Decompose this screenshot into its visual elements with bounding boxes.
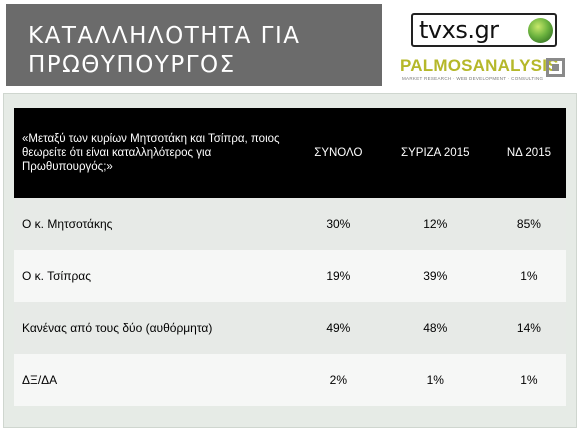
table-row: Ο κ. Τσίπρας 19% 39% 1% (14, 250, 566, 302)
cell-syriza-2015: 1% (378, 354, 492, 406)
cell-total: 30% (298, 198, 379, 250)
cell-total: 19% (298, 250, 379, 302)
slide-header: ΚΑΤΑΛΛΗΛΟΤΗΤΑ ΓΙΑ ΠΡΩΘΥΠΟΥΡΓΟΣ tvxs.gr P… (0, 0, 580, 88)
cell-syriza-2015: 48% (378, 302, 492, 354)
column-header-total: ΣΥΝΟΛΟ (298, 108, 379, 198)
cell-total: 49% (298, 302, 379, 354)
question-header: «Μεταξύ των κυρίων Μητσοτάκη και Τσίπρα,… (14, 108, 298, 198)
cell-nd-2015: 1% (491, 354, 566, 406)
tvxs-logo: tvxs.gr (411, 13, 557, 47)
row-label: ΔΞ/ΔΑ (14, 354, 298, 406)
results-table: «Μεταξύ των κυρίων Μητσοτάκη και Τσίπρα,… (14, 108, 566, 406)
palmos-analysis-logo: PALMOSANALYSIS MARKET RESEARCH · WEB DEV… (400, 56, 570, 84)
cell-nd-2015: 14% (491, 302, 566, 354)
cell-nd-2015: 85% (491, 198, 566, 250)
table-row: Ο κ. Μητσοτάκης 30% 12% 85% (14, 198, 566, 250)
row-label: Ο κ. Μητσοτάκης (14, 198, 298, 250)
row-label: Ο κ. Τσίπρας (14, 250, 298, 302)
palmos-logo-text: PALMOSANALYSIS (400, 56, 559, 75)
title-box: ΚΑΤΑΛΛΗΛΟΤΗΤΑ ΓΙΑ ΠΡΩΘΥΠΟΥΡΓΟΣ (6, 4, 382, 86)
column-header-nd-2015: ΝΔ 2015 (491, 108, 566, 198)
cell-nd-2015: 1% (491, 250, 566, 302)
slide-title: ΚΑΤΑΛΛΗΛΟΤΗΤΑ ΓΙΑ ΠΡΩΘΥΠΟΥΡΓΟΣ (28, 23, 301, 78)
cell-syriza-2015: 12% (378, 198, 492, 250)
results-table-container: «Μεταξύ των κυρίων Μητσοτάκη και Τσίπρα,… (14, 108, 566, 406)
palmos-tagline: MARKET RESEARCH · WEB DEVELOPMENT · CONS… (402, 76, 544, 81)
table-header-row: «Μεταξύ των κυρίων Μητσοτάκη και Τσίπρα,… (14, 108, 566, 198)
tvxs-logo-text: tvxs.gr (419, 16, 499, 44)
cell-syriza-2015: 39% (378, 250, 492, 302)
table-row: Κανένας από τους δύο (αυθόρμητα) 49% 48%… (14, 302, 566, 354)
globe-icon (528, 18, 553, 43)
row-label: Κανένας από τους δύο (αυθόρμητα) (14, 302, 298, 354)
column-header-syriza-2015: ΣΥΡΙΖΑ 2015 (378, 108, 492, 198)
palmos-square-icon (546, 58, 565, 77)
table-row: ΔΞ/ΔΑ 2% 1% 1% (14, 354, 566, 406)
cell-total: 2% (298, 354, 379, 406)
